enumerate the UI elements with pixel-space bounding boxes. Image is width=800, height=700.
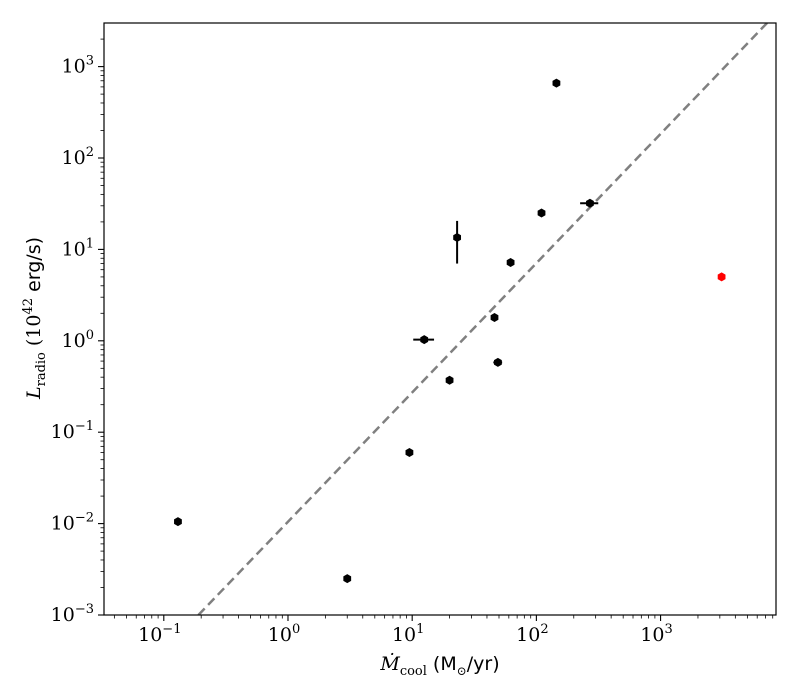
x-tick-label: 10−1: [138, 622, 181, 646]
axes: 10−1 100 101 102 103 10−3 10−2 10−1 100 101 102 103: [51, 22, 777, 646]
data-point: [494, 357, 502, 367]
y-tick-label: 10−3: [51, 602, 94, 626]
y-tick-label: 10−2: [51, 511, 94, 535]
y-tick-label: 100: [62, 328, 94, 352]
data-point: [717, 272, 726, 282]
x-tick-label: 103: [640, 622, 672, 646]
x-axis-title: Ṁcool (M⊙/yr): [379, 652, 499, 679]
data-point: [343, 574, 352, 584]
data-point: [537, 208, 546, 218]
plot-area: [174, 23, 768, 615]
data-point: [586, 198, 594, 208]
data-point: [552, 78, 561, 88]
data-point: [453, 232, 462, 242]
data-point: [506, 257, 515, 267]
data-point: [420, 335, 429, 345]
x-tick-label: 100: [268, 622, 300, 646]
plot-frame: [103, 22, 777, 616]
data-point: [405, 447, 414, 457]
trend-line: [197, 23, 768, 615]
y-tick-label: 103: [62, 54, 94, 78]
y-tick-label: 101: [62, 236, 94, 260]
y-axis-title: Lradio(1042 erg/s): [21, 237, 49, 400]
x-tick-label: 102: [516, 622, 548, 646]
y-tick-label: 102: [62, 145, 94, 169]
data-point: [174, 517, 182, 527]
data-point: [490, 312, 499, 322]
data-point: [445, 375, 454, 385]
y-tick-label: 10−1: [51, 419, 94, 443]
x-tick-label: 101: [392, 622, 424, 646]
